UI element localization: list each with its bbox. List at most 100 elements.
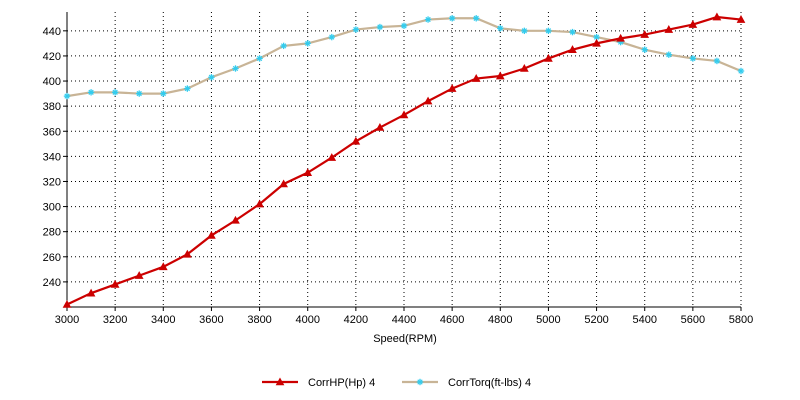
y-tick-label: 300	[43, 202, 61, 214]
star-stroke	[256, 55, 263, 62]
star-stroke	[88, 89, 94, 96]
star-stroke	[545, 28, 552, 34]
star-stroke	[329, 34, 335, 40]
x-tick-labels: 3000 3200 3400 3600 3800 4000 4200 4400 4600 4800…	[55, 314, 753, 326]
series-group	[62, 12, 746, 308]
star-stroke	[160, 90, 166, 97]
x-tick-label: 3600	[199, 314, 223, 326]
data-point-corrhp	[399, 110, 409, 119]
star-stroke	[521, 28, 528, 34]
data-point-corrhp	[158, 262, 168, 271]
star-stroke	[738, 68, 744, 74]
data-point-corrhp	[423, 96, 433, 105]
data-point-corrtorq	[136, 90, 143, 97]
legend: CorrHP(Hp) 4 CorrTorq(ft-lbs) 4	[262, 377, 531, 389]
legend-label: CorrHP(Hp) 4	[308, 377, 375, 389]
data-point-corrtorq	[63, 92, 71, 100]
legend-marker	[416, 378, 424, 386]
data-point-corrhp	[520, 63, 529, 72]
data-point-corrtorq	[521, 27, 528, 35]
data-point-corrhp	[375, 122, 385, 131]
x-axis-label: Speed(RPM)	[373, 333, 437, 345]
data-point-corrhp	[688, 20, 698, 28]
data-point-corrtorq	[689, 55, 697, 62]
x-tick-label: 4000	[295, 314, 319, 326]
data-point-corrhp	[447, 84, 457, 92]
data-point-corrhp	[664, 25, 674, 33]
x-tick-label: 4200	[344, 314, 368, 326]
star-stroke	[690, 55, 696, 62]
legend-label: CorrTorq(ft-lbs) 4	[448, 377, 531, 389]
star-stroke	[64, 93, 70, 99]
star-stroke	[112, 89, 118, 96]
legend-item-corrhp: CorrHP(Hp) 4	[262, 377, 375, 389]
y-tick-label: 340	[43, 151, 61, 163]
data-point-corrhp	[134, 271, 144, 279]
data-point-corrtorq	[545, 27, 552, 35]
data-point-corrhp	[592, 38, 601, 47]
star-stroke	[666, 52, 672, 58]
grid	[66, 12, 742, 307]
data-point-corrtorq	[376, 23, 384, 31]
star-stroke	[593, 34, 600, 40]
data-point-corrtorq	[497, 25, 504, 32]
data-point-corrhp	[86, 288, 96, 297]
star-stroke	[280, 43, 287, 49]
star-stroke	[136, 90, 142, 97]
data-point-corrtorq	[448, 15, 456, 22]
legend-item-corrtorq: CorrTorq(ft-lbs) 4	[402, 377, 531, 389]
data-point-corrhp	[351, 136, 361, 145]
data-point-corrhp	[712, 12, 722, 21]
data-point-corrhp	[616, 33, 625, 42]
data-point-corrtorq	[569, 28, 576, 36]
data-point-corrtorq	[737, 67, 745, 75]
data-point-corrhp	[231, 215, 240, 224]
x-tick-label: 5600	[681, 314, 705, 326]
data-point-corrhp	[62, 299, 72, 308]
data-point-corrtorq	[256, 55, 263, 62]
star-stroke	[401, 23, 407, 29]
legend-marker	[275, 377, 285, 386]
x-tick-label: 4600	[440, 314, 464, 326]
x-tick-label: 3800	[247, 314, 271, 326]
data-point-corrtorq	[304, 40, 311, 47]
data-point-corrtorq	[280, 42, 287, 50]
data-point-corrtorq	[352, 26, 360, 33]
data-point-corrtorq	[160, 90, 167, 97]
data-point-corrhp	[568, 45, 577, 53]
axes	[63, 12, 742, 311]
data-point-corrtorq	[87, 89, 95, 96]
data-point-corrtorq	[232, 65, 239, 72]
x-tick-label: 5200	[584, 314, 608, 326]
y-tick-label: 380	[43, 101, 61, 113]
star-stroke	[232, 65, 239, 72]
star-stroke	[473, 15, 479, 21]
y-tick-label: 320	[43, 176, 61, 188]
data-point-corrtorq	[184, 85, 191, 92]
y-tick-labels: 240 260 280 300 320 340 360 380 400 420 440	[43, 26, 61, 289]
star-stroke	[353, 26, 359, 33]
y-tick-label: 280	[43, 227, 61, 239]
y-tick-label: 400	[43, 76, 61, 88]
data-point-corrhp	[471, 74, 481, 82]
data-point-corrtorq	[400, 22, 408, 30]
data-point-corrtorq	[328, 33, 335, 41]
y-tick-label: 440	[43, 26, 61, 38]
data-point-corrhp	[255, 199, 264, 208]
y-tick-label: 360	[43, 126, 61, 138]
data-point-corrhp	[736, 15, 746, 23]
data-point-corrhp	[544, 53, 553, 62]
data-point-corrtorq	[641, 46, 648, 53]
x-tick-label: 4400	[392, 314, 416, 326]
data-point-corrtorq	[713, 57, 721, 65]
data-point-corrtorq	[111, 89, 119, 96]
star-stroke	[305, 40, 311, 47]
data-point-corrhp	[327, 153, 337, 161]
star-stroke	[497, 25, 503, 31]
x-tick-label: 4800	[488, 314, 512, 326]
y-tick-label: 240	[43, 277, 61, 289]
x-tick-label: 3400	[151, 314, 175, 326]
star-stroke	[184, 85, 191, 92]
star-stroke	[208, 74, 215, 80]
